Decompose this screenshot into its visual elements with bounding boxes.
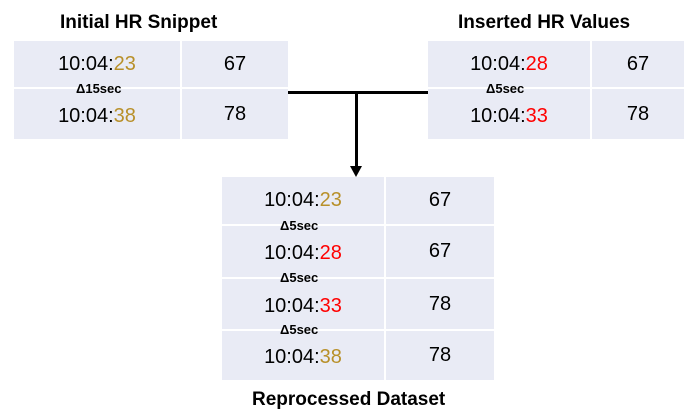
hr-cell: 67 <box>182 41 288 87</box>
time-seconds: 38 <box>113 104 136 127</box>
hr-cell: 78 <box>182 89 288 139</box>
initial-snippet-table: 10:04: 23 67 10:04: 38 78 Δ15sec <box>14 41 288 139</box>
reprocessed-dataset-title: Reprocessed Dataset <box>252 389 446 410</box>
time-prefix: 10:04: <box>264 346 320 368</box>
delta-label: Δ5sec <box>280 270 319 285</box>
time-cell: 10:04: 23 <box>222 177 386 224</box>
inserted-values-table: 10:04: 28 67 10:04: 33 78 Δ5sec <box>428 41 684 139</box>
time-seconds: 33 <box>319 294 342 317</box>
time-prefix: 10:04: <box>264 189 320 211</box>
reprocessed-dataset-table: 10:04: 23 67 10:04: 28 67 10:04: 33 78 10:0… <box>222 177 494 380</box>
time-prefix: 10:04: <box>264 294 320 317</box>
arrow-down-icon <box>350 166 362 177</box>
table-row: 10:04: 38 78 <box>222 331 494 380</box>
connector-vertical-line <box>355 91 358 167</box>
hr-cell: 67 <box>386 226 494 277</box>
delta-label: Δ5sec <box>486 81 525 96</box>
hr-cell: 67 <box>386 177 494 224</box>
time-seconds: 33 <box>525 104 548 127</box>
delta-label: Δ15sec <box>76 81 122 96</box>
hr-cell: 67 <box>592 41 684 87</box>
time-cell: 10:04: 38 <box>14 89 182 139</box>
delta-label: Δ5sec <box>280 218 319 233</box>
time-cell: 10:04: 33 <box>428 89 592 139</box>
delta-label: Δ5sec <box>280 322 319 337</box>
hr-cell: 78 <box>592 89 684 139</box>
table-row: 10:04: 33 78 <box>222 279 494 329</box>
time-cell: 10:04: 23 <box>14 41 182 87</box>
initial-snippet-title: Initial HR Snippet <box>60 12 218 33</box>
time-cell: 10:04: 33 <box>222 279 386 329</box>
time-cell: 10:04: 28 <box>428 41 592 87</box>
table-row: 10:04: 28 67 <box>222 226 494 277</box>
table-row: 10:04: 23 67 <box>222 177 494 224</box>
time-cell: 10:04: 38 <box>222 331 386 380</box>
hr-cell: 78 <box>386 331 494 380</box>
inserted-values-title: Inserted HR Values <box>458 12 631 33</box>
time-cell: 10:04: 28 <box>222 226 386 277</box>
hr-cell: 78 <box>386 279 494 329</box>
table-row: 10:04: 38 78 <box>14 89 288 139</box>
table-row: 10:04: 28 67 <box>428 41 684 87</box>
time-seconds: 38 <box>319 346 342 368</box>
table-row: 10:04: 23 67 <box>14 41 288 87</box>
time-prefix: 10:04: <box>264 242 320 264</box>
table-row: 10:04: 33 78 <box>428 89 684 139</box>
time-seconds: 28 <box>525 52 548 75</box>
time-prefix: 10:04: <box>470 104 526 127</box>
time-prefix: 10:04: <box>58 104 114 127</box>
time-seconds: 23 <box>113 52 136 75</box>
time-prefix: 10:04: <box>58 52 114 75</box>
time-seconds: 23 <box>319 189 342 211</box>
connector-horizontal-line <box>288 91 428 94</box>
time-seconds: 28 <box>319 242 342 264</box>
time-prefix: 10:04: <box>470 52 526 75</box>
